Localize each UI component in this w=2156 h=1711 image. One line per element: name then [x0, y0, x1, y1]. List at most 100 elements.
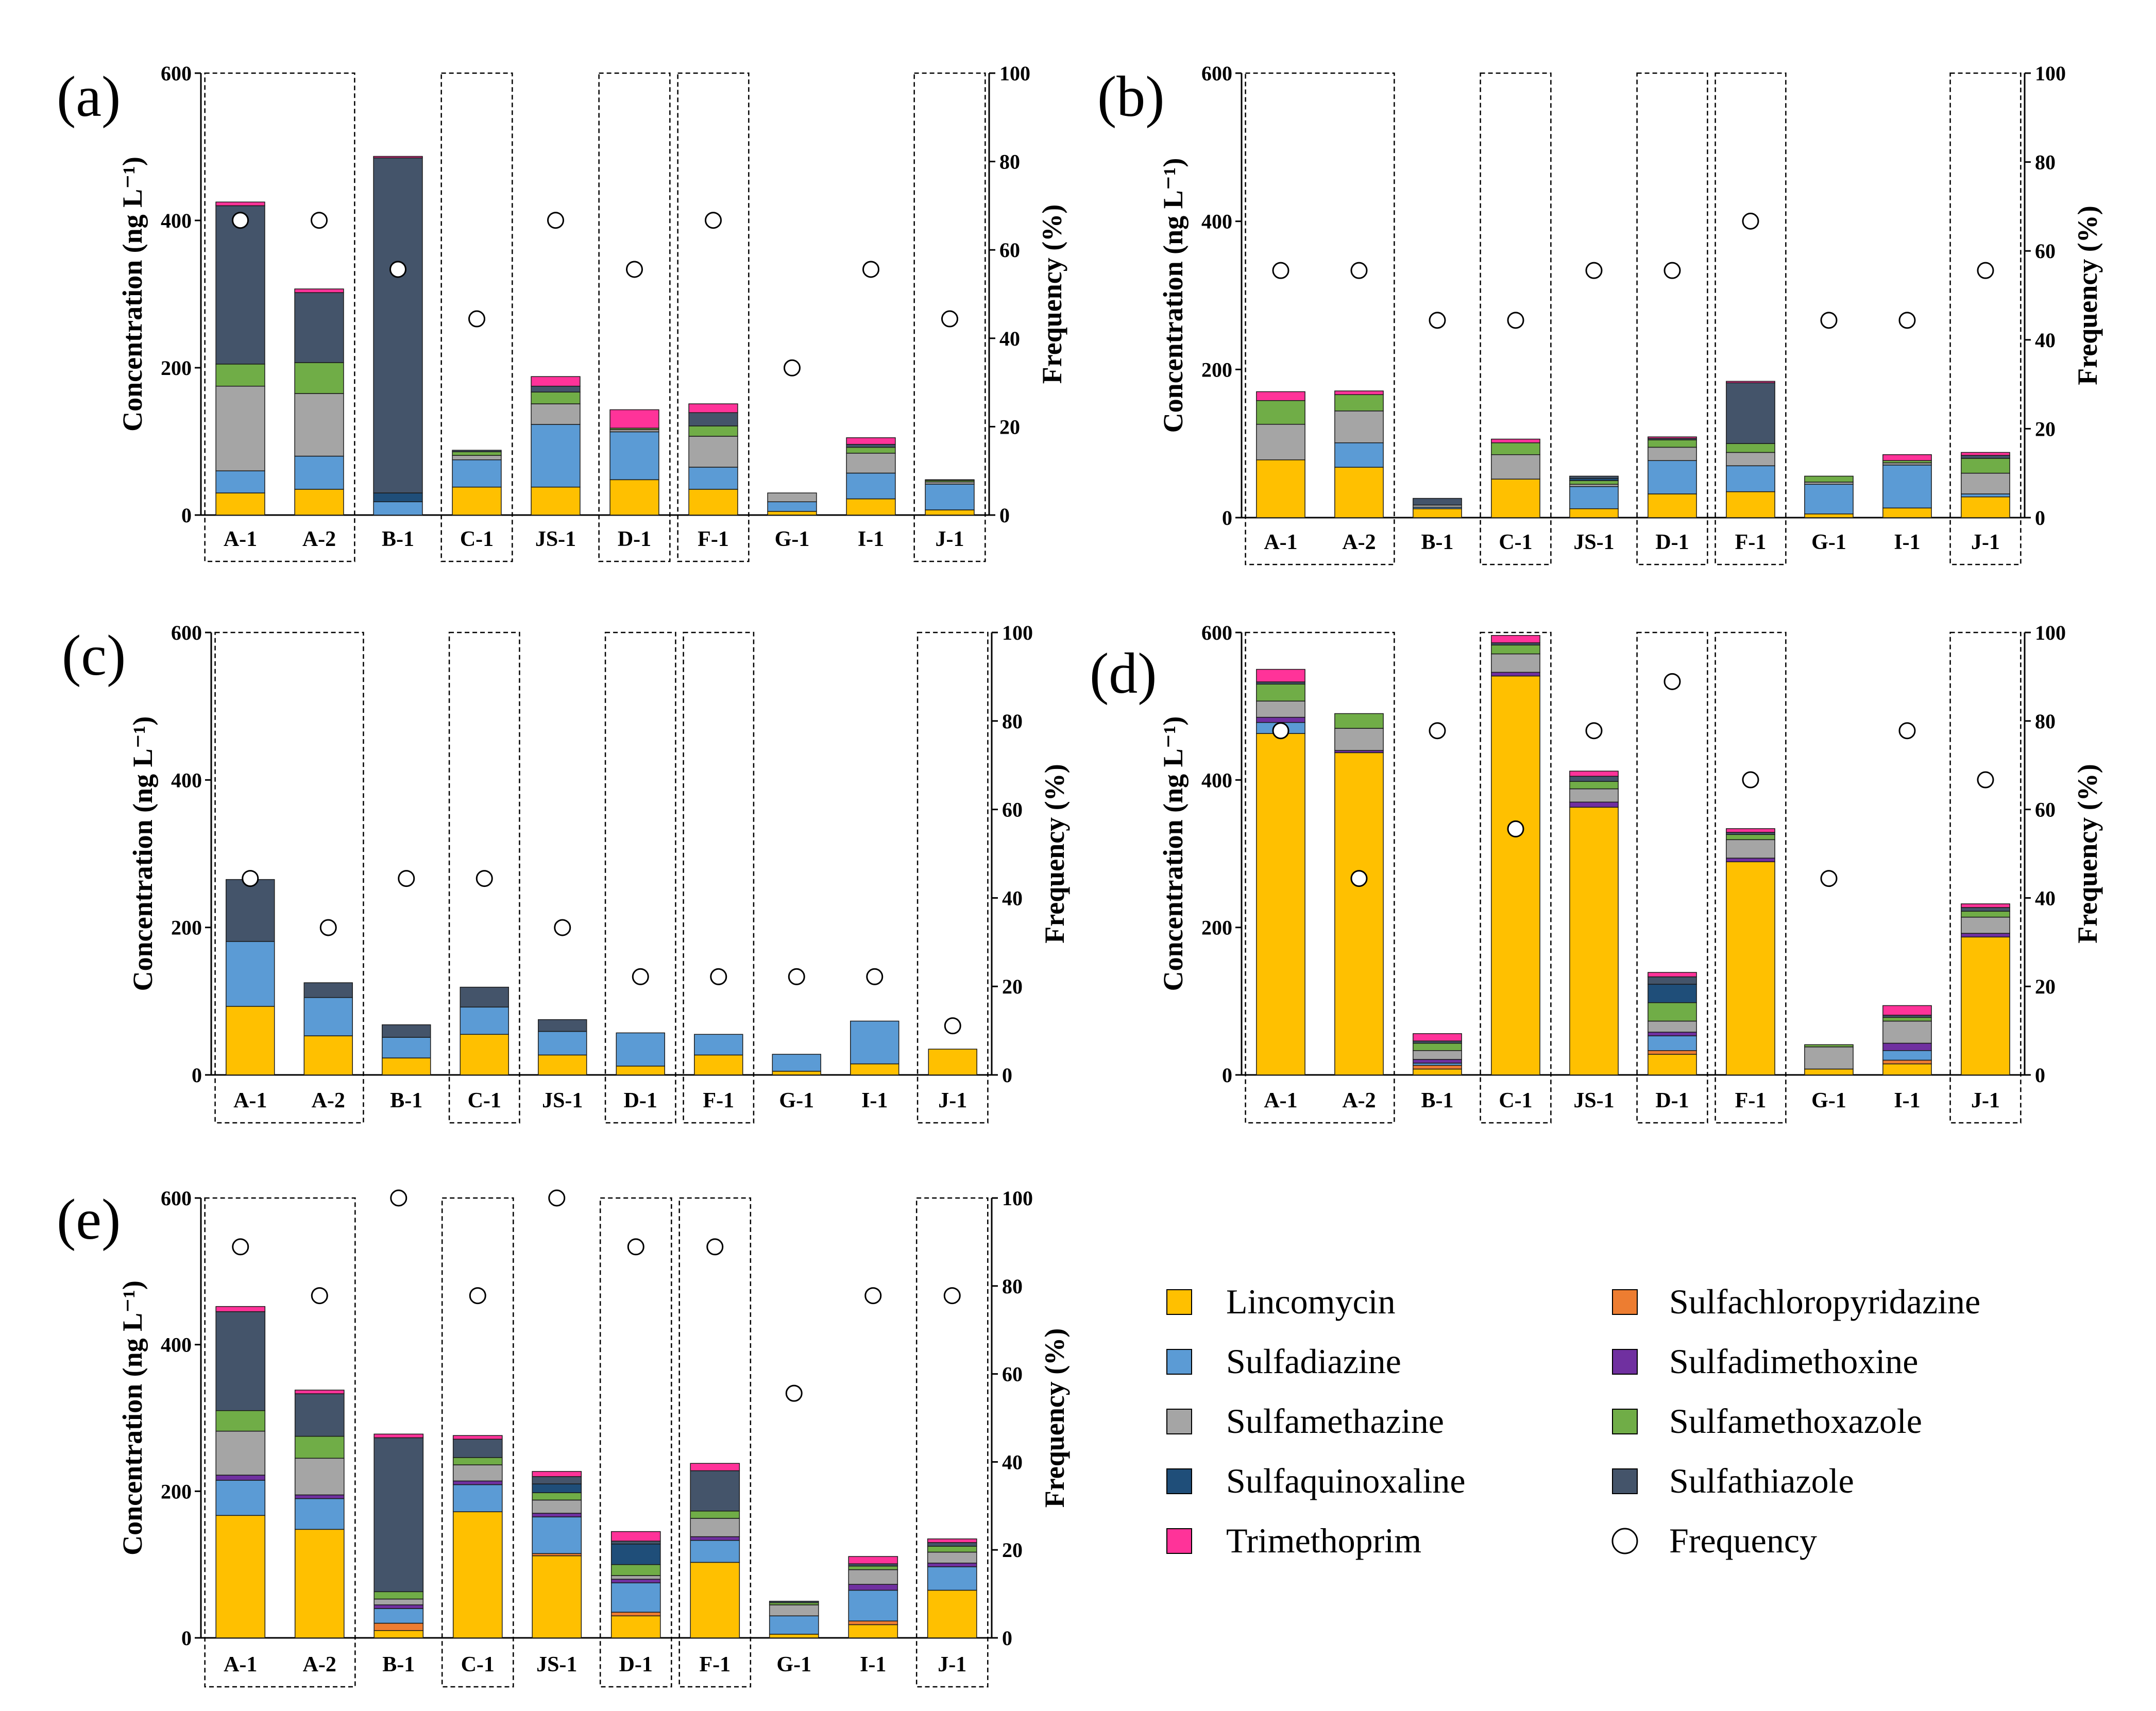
- bar-segment-sulfadimethoxine-a-1: [1256, 716, 1305, 723]
- x-category-label-d-1: D-1: [619, 1653, 653, 1676]
- bar-segment-sulfathiazole-f-1: [688, 412, 738, 426]
- frequency-marker-c-1: [469, 1287, 486, 1305]
- bar-segment-sulfamethazine-js-1: [532, 1499, 582, 1514]
- y2-tick-label: 0: [2035, 1064, 2045, 1087]
- bar-segment-sulfadimethoxine-a-1: [215, 1475, 266, 1481]
- x-category-label-js-1: JS-1: [536, 1653, 577, 1676]
- bar-segment-sulfadiazine-d-1: [1648, 1035, 1697, 1051]
- bar-segment-sulfadiazine-b-1: [373, 501, 423, 516]
- x-category-label-g-1: G-1: [776, 1653, 811, 1676]
- bar-segment-sulfadiazine-a-1: [215, 470, 265, 493]
- bar-segment-lincomycin-c-1: [460, 1034, 509, 1075]
- frequency-marker-d-1: [1663, 673, 1681, 690]
- bar-segment-trimethoprim-d-1: [1648, 972, 1697, 978]
- bar-segment-sulfathiazole-c-1: [452, 1439, 503, 1458]
- x-category-label-g-1: G-1: [1811, 531, 1846, 554]
- bar-segment-sulfamethoxazole-g-1: [1804, 1044, 1854, 1048]
- y2-tick-label: 20: [1002, 1538, 1023, 1562]
- bar-segment-sulfamethazine-a-2: [1334, 410, 1384, 443]
- x-category-label-js-1: JS-1: [1573, 531, 1614, 554]
- frequency-marker-c-1: [476, 870, 493, 887]
- bar-segment-sulfamethoxazole-a-2: [1334, 713, 1384, 729]
- x-category-label-js-1: JS-1: [535, 527, 576, 551]
- bar-segment-sulfadimethoxine-f-1: [1726, 858, 1775, 862]
- bar-segment-sulfamethazine-a-2: [1334, 728, 1384, 751]
- site-group-box: [448, 631, 520, 1124]
- bar-segment-lincomycin-a-1: [1256, 459, 1305, 518]
- bar-segment-sulfathiazole-c-1: [452, 450, 502, 452]
- x-category-label-a-1: A-1: [1264, 531, 1297, 554]
- x-category-label-a-1: A-1: [1264, 1089, 1297, 1113]
- bar-segment-sulfadimethoxine-c-1: [1491, 672, 1540, 677]
- frequency-marker-i-1: [864, 1287, 882, 1305]
- bar-segment-sulfachloropyridazine-b-1: [1413, 1065, 1462, 1070]
- bar-segment-sulfamethoxazole-d-1: [1648, 1002, 1697, 1022]
- y2-axis-title: Frequency (%): [1039, 764, 1070, 943]
- bar-segment-sulfathiazole-b-1: [382, 1024, 431, 1038]
- bar-segment-trimethoprim-b-1: [1413, 1033, 1462, 1041]
- bar-segment-lincomycin-a-1: [226, 1006, 275, 1075]
- bar-segment-sulfathiazole-a-1: [226, 879, 275, 942]
- bar-segment-sulfamethazine-j-1: [927, 1551, 977, 1564]
- bar-segment-sulfamethazine-g-1: [1804, 1046, 1854, 1070]
- bar-segment-sulfadiazine-a-1: [226, 941, 275, 1007]
- bar-segment-sulfamethazine-i-1: [846, 453, 896, 474]
- bar-segment-sulfadiazine-j-1: [1961, 493, 2010, 498]
- bar-segment-sulfadimethoxine-d-1: [1648, 1032, 1697, 1036]
- frequency-marker-d-1: [1663, 262, 1681, 279]
- bar-segment-lincomycin-g-1: [772, 1071, 821, 1075]
- bar-segment-lincomycin-a-2: [1334, 467, 1384, 518]
- frequency-marker-i-1: [866, 968, 884, 985]
- bar-segment-trimethoprim-js-1: [532, 1471, 582, 1477]
- frequency-marker-c-1: [468, 310, 485, 328]
- bar-segment-sulfamethoxazole-b-1: [1413, 1042, 1462, 1051]
- frequency-marker-j-1: [941, 310, 958, 328]
- bar-segment-sulfadiazine-g-1: [767, 501, 817, 512]
- y2-tick-label: 40: [2035, 329, 2056, 352]
- y2-tick-label: 60: [1002, 798, 1023, 822]
- frequency-marker-g-1: [785, 1384, 803, 1402]
- bar-segment-lincomycin-f-1: [690, 1562, 740, 1638]
- legend-label-sulfadimethoxine: Sulfadimethoxine: [1669, 1342, 1918, 1381]
- y-tick-label: 600: [161, 62, 192, 85]
- legend-label-sulfamethazine: Sulfamethazine: [1226, 1401, 1444, 1441]
- x-category-label-i-1: I-1: [860, 1653, 886, 1676]
- legend-swatch-lincomycin: [1166, 1289, 1192, 1315]
- bar-segment-lincomycin-c-1: [452, 486, 502, 516]
- y-tick-label: 600: [161, 1187, 192, 1210]
- bar-segment-sulfamethoxazole-f-1: [690, 1511, 740, 1519]
- frequency-marker-d-1: [627, 1238, 644, 1256]
- bar-segment-sulfathiazole-js-1: [538, 1019, 587, 1032]
- bar-segment-lincomycin-i-1: [846, 498, 896, 516]
- frequency-marker-j-1: [943, 1287, 961, 1305]
- frequency-marker-j-1: [944, 1017, 961, 1035]
- site-group-box: [441, 1197, 514, 1688]
- x-category-label-j-1: J-1: [938, 1653, 966, 1676]
- bar-segment-sulfadimethoxine-d-1: [610, 1579, 661, 1583]
- bar-segment-lincomycin-d-1: [610, 1615, 661, 1638]
- y2-tick-label: 0: [999, 504, 1010, 527]
- bar-segment-lincomycin-b-1: [374, 1630, 424, 1638]
- frequency-marker-g-1: [784, 359, 801, 377]
- bar-segment-sulfamethazine-js-1: [531, 403, 581, 425]
- bar-segment-lincomycin-a-2: [303, 1035, 353, 1075]
- bar-segment-sulfamethoxazole-j-1: [1961, 458, 2010, 474]
- y2-tick-label: 20: [2035, 975, 2056, 998]
- bar-segment-sulfamethoxazole-a-1: [215, 1410, 266, 1432]
- y2-tick-label: 100: [2035, 621, 2066, 644]
- legend-swatch-trimethoprim: [1166, 1528, 1192, 1554]
- chart-panel-b: (b) 0 200 400 600 0 20 40 60 80 100 Concentration (…: [1097, 62, 2103, 566]
- bar-segment-lincomycin-js-1: [532, 1555, 582, 1638]
- bar-segment-sulfamethoxazole-c-1: [452, 451, 502, 456]
- site-group-box: [440, 72, 513, 562]
- bar-segment-sulfamethazine-i-1: [848, 1569, 898, 1585]
- frequency-marker-g-1: [788, 968, 805, 985]
- frequency-marker-f-1: [710, 968, 727, 985]
- bar-segment-sulfadimethoxine-a-2: [294, 1494, 345, 1499]
- frequency-marker-c-1: [1507, 820, 1524, 837]
- bar-segment-lincomycin-f-1: [694, 1054, 743, 1075]
- bar-segment-sulfamethazine-a-1: [1256, 424, 1305, 460]
- bar-segment-sulfadiazine-j-1: [925, 484, 975, 510]
